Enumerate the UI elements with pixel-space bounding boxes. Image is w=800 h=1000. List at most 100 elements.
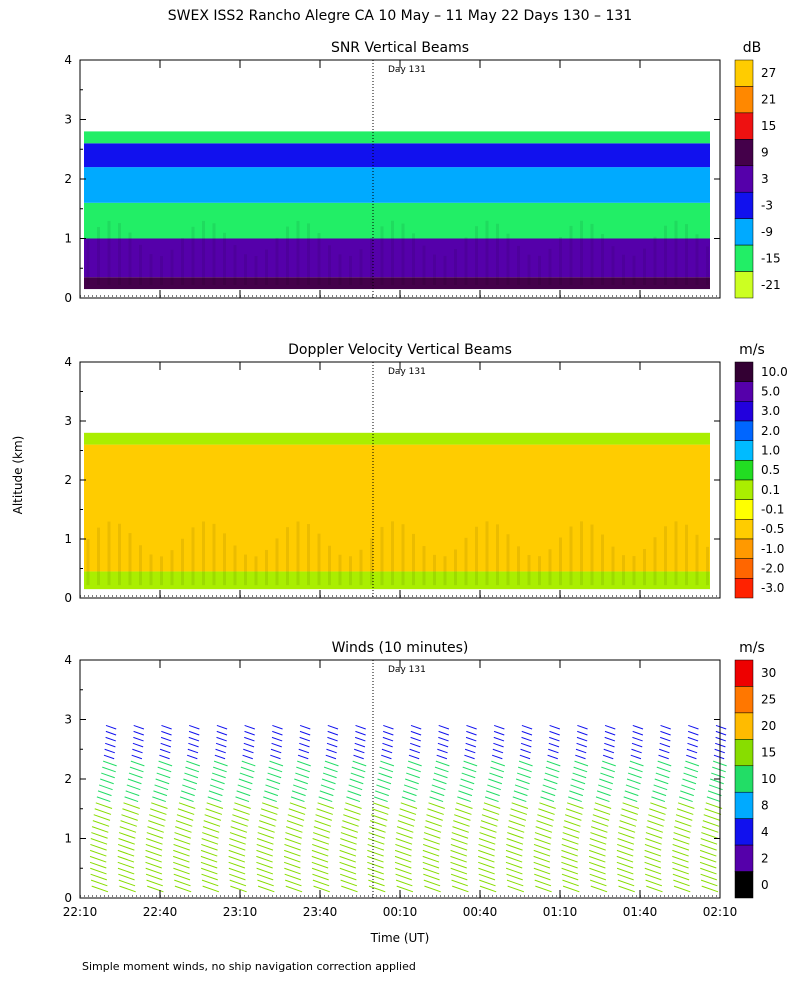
x-axis-label: Time (UT) xyxy=(370,931,430,945)
wind-barb xyxy=(482,808,500,815)
wind-barb xyxy=(371,808,389,815)
colorbar-label: 15 xyxy=(761,119,776,133)
wind-barb xyxy=(424,826,442,833)
wind-barb xyxy=(426,814,443,821)
wind-barb xyxy=(159,748,171,754)
wind-barb xyxy=(466,724,477,730)
wind-barb xyxy=(312,843,329,851)
wind-barb xyxy=(173,843,190,851)
wind-barb xyxy=(507,826,525,833)
wind-barb xyxy=(201,838,219,845)
wind-barb xyxy=(200,861,218,869)
wind-barb xyxy=(130,760,145,767)
wind-barb xyxy=(457,796,472,803)
wind-barb xyxy=(202,885,220,893)
wind-barb xyxy=(228,849,246,857)
wind-barb xyxy=(601,766,616,773)
wind-barb xyxy=(353,754,364,760)
wind-barb xyxy=(715,736,726,742)
wind-barb xyxy=(561,843,579,851)
wind-barb xyxy=(682,778,697,785)
wind-barb xyxy=(326,742,338,748)
colorbar-cell xyxy=(734,59,754,87)
wind-barb xyxy=(688,724,699,730)
wind-barb xyxy=(434,766,449,773)
wind-barb xyxy=(703,814,721,821)
wind-barb xyxy=(598,784,612,791)
wind-barb xyxy=(90,879,108,887)
wind-barb xyxy=(617,843,634,851)
wind-barb xyxy=(589,843,606,851)
colorbar-label: 2 xyxy=(761,851,769,865)
wind-barb xyxy=(450,861,467,869)
wind-barb xyxy=(210,778,225,785)
wind-barb xyxy=(450,849,467,857)
wind-barb xyxy=(216,736,227,742)
wind-barb xyxy=(564,814,582,821)
wind-barb xyxy=(453,820,470,827)
wind-barb xyxy=(395,879,413,887)
wind-barb xyxy=(244,736,255,742)
x-tick-label: 02:10 xyxy=(703,905,738,919)
colorbar-cell xyxy=(734,659,754,687)
wind-barb xyxy=(645,879,663,887)
wind-barb xyxy=(213,760,228,767)
wind-barb xyxy=(91,826,109,833)
heatmap-layer xyxy=(84,143,710,168)
wind-barb xyxy=(104,748,116,754)
wind-barb xyxy=(395,843,412,851)
wind-barb xyxy=(575,748,587,754)
wind-barb xyxy=(380,760,395,767)
heatmap-layer xyxy=(84,444,710,572)
colorbar-label: 0.5 xyxy=(761,463,780,477)
wind-barb xyxy=(561,861,578,869)
x-tick-label: 22:40 xyxy=(143,905,178,919)
wind-barb xyxy=(645,838,662,845)
wind-profile xyxy=(616,724,644,893)
wind-barb xyxy=(312,838,330,845)
heatmap-layer xyxy=(84,238,710,278)
wind-barb xyxy=(105,730,117,736)
wind-barb xyxy=(534,873,551,881)
wind-barb xyxy=(648,814,665,821)
wind-barb xyxy=(119,885,136,893)
wind-barb xyxy=(491,760,506,767)
wind-barb xyxy=(311,849,329,857)
wind-barb xyxy=(561,838,579,845)
wind-barb xyxy=(712,766,726,773)
wind-barb xyxy=(233,808,250,815)
wind-barb xyxy=(561,855,578,863)
wind-barb xyxy=(327,730,339,736)
wind-barb xyxy=(186,760,201,767)
wind-barb xyxy=(478,843,495,851)
wind-barb xyxy=(407,766,421,773)
wind-barb xyxy=(463,760,478,767)
wind-barb xyxy=(510,808,528,815)
colorbar-cell xyxy=(734,871,754,899)
wind-barb xyxy=(179,796,194,803)
wind-barb xyxy=(327,724,339,730)
wind-barb xyxy=(102,766,116,773)
wind-barb xyxy=(565,808,583,815)
wind-barb xyxy=(340,832,358,839)
wind-profile xyxy=(256,724,284,893)
wind-barb xyxy=(355,724,366,730)
wind-barb xyxy=(188,736,200,742)
day-marker-label: Day 131 xyxy=(388,65,426,75)
wind-barb xyxy=(672,855,689,863)
wind-barb xyxy=(686,754,697,760)
wind-barb xyxy=(684,766,699,773)
colorbar-cell xyxy=(734,739,754,767)
wind-barb xyxy=(687,730,699,736)
wind-barb xyxy=(153,790,168,797)
wind-barb xyxy=(410,724,422,730)
wind-barb xyxy=(313,826,331,833)
wind-barb xyxy=(295,772,310,779)
wind-barb xyxy=(131,754,143,760)
wind-barb xyxy=(513,790,528,797)
wind-barb xyxy=(123,802,140,809)
wind-barb xyxy=(118,879,136,887)
wind-barb xyxy=(97,790,112,797)
wind-barb xyxy=(540,796,555,803)
x-tick-label: 01:10 xyxy=(543,905,578,919)
